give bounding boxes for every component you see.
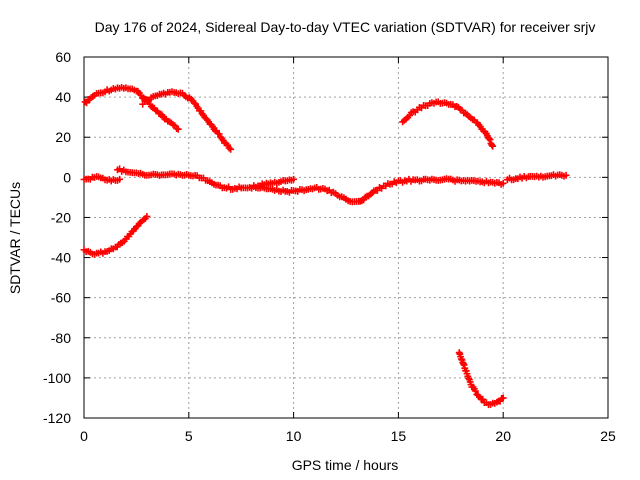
series-markers: [114, 165, 507, 206]
y-tick-label: 20: [55, 129, 71, 145]
series-markers: [455, 349, 507, 409]
y-tick-label: -80: [51, 330, 71, 346]
y-tick-label: -40: [51, 250, 71, 266]
series-markers: [81, 84, 182, 133]
y-tick-label: -120: [43, 410, 71, 426]
y-tick-label: -100: [43, 370, 71, 386]
x-tick-label: 0: [80, 428, 88, 444]
series-arc-4: [80, 213, 151, 258]
axis-ticks: 0 5 10 15 20 25 -120 -100 -80 -60 -40 -20 0 20 40 60: [43, 49, 616, 444]
x-tick-label: 15: [391, 428, 407, 444]
x-tick-label: 10: [286, 428, 302, 444]
series-arc-6: [80, 173, 123, 185]
series-arc-9: [504, 171, 570, 184]
y-tick-label: -60: [51, 290, 71, 306]
x-axis-label: GPS time / hours: [292, 457, 399, 473]
series-arc-5: [455, 349, 507, 409]
y-tick-label: -20: [51, 209, 71, 225]
y-tick-label: 0: [63, 169, 71, 185]
series-markers: [80, 173, 123, 185]
grid: [84, 57, 608, 418]
series-arc-7: [114, 165, 507, 206]
series-arc-1: [81, 84, 182, 133]
series-arc-3: [399, 98, 497, 150]
y-axis-label: SDTVAR / TECUs: [7, 182, 23, 294]
series-arc-2: [139, 88, 235, 153]
series-arc-8: [248, 175, 297, 192]
y-tick-label: 60: [55, 49, 71, 65]
series-markers: [248, 175, 297, 192]
series-markers: [399, 98, 497, 150]
x-tick-label: 25: [600, 428, 616, 444]
plot-frame: [83, 56, 609, 419]
series-markers: [504, 171, 570, 184]
chart-title: Day 176 of 2024, Sidereal Day-to-day VTE…: [95, 19, 596, 35]
series-markers: [80, 213, 151, 258]
y-tick-label: 40: [55, 89, 71, 105]
x-tick-label: 20: [495, 428, 511, 444]
data-markers: [80, 84, 570, 409]
x-tick-label: 5: [185, 428, 193, 444]
series-markers: [139, 88, 235, 153]
